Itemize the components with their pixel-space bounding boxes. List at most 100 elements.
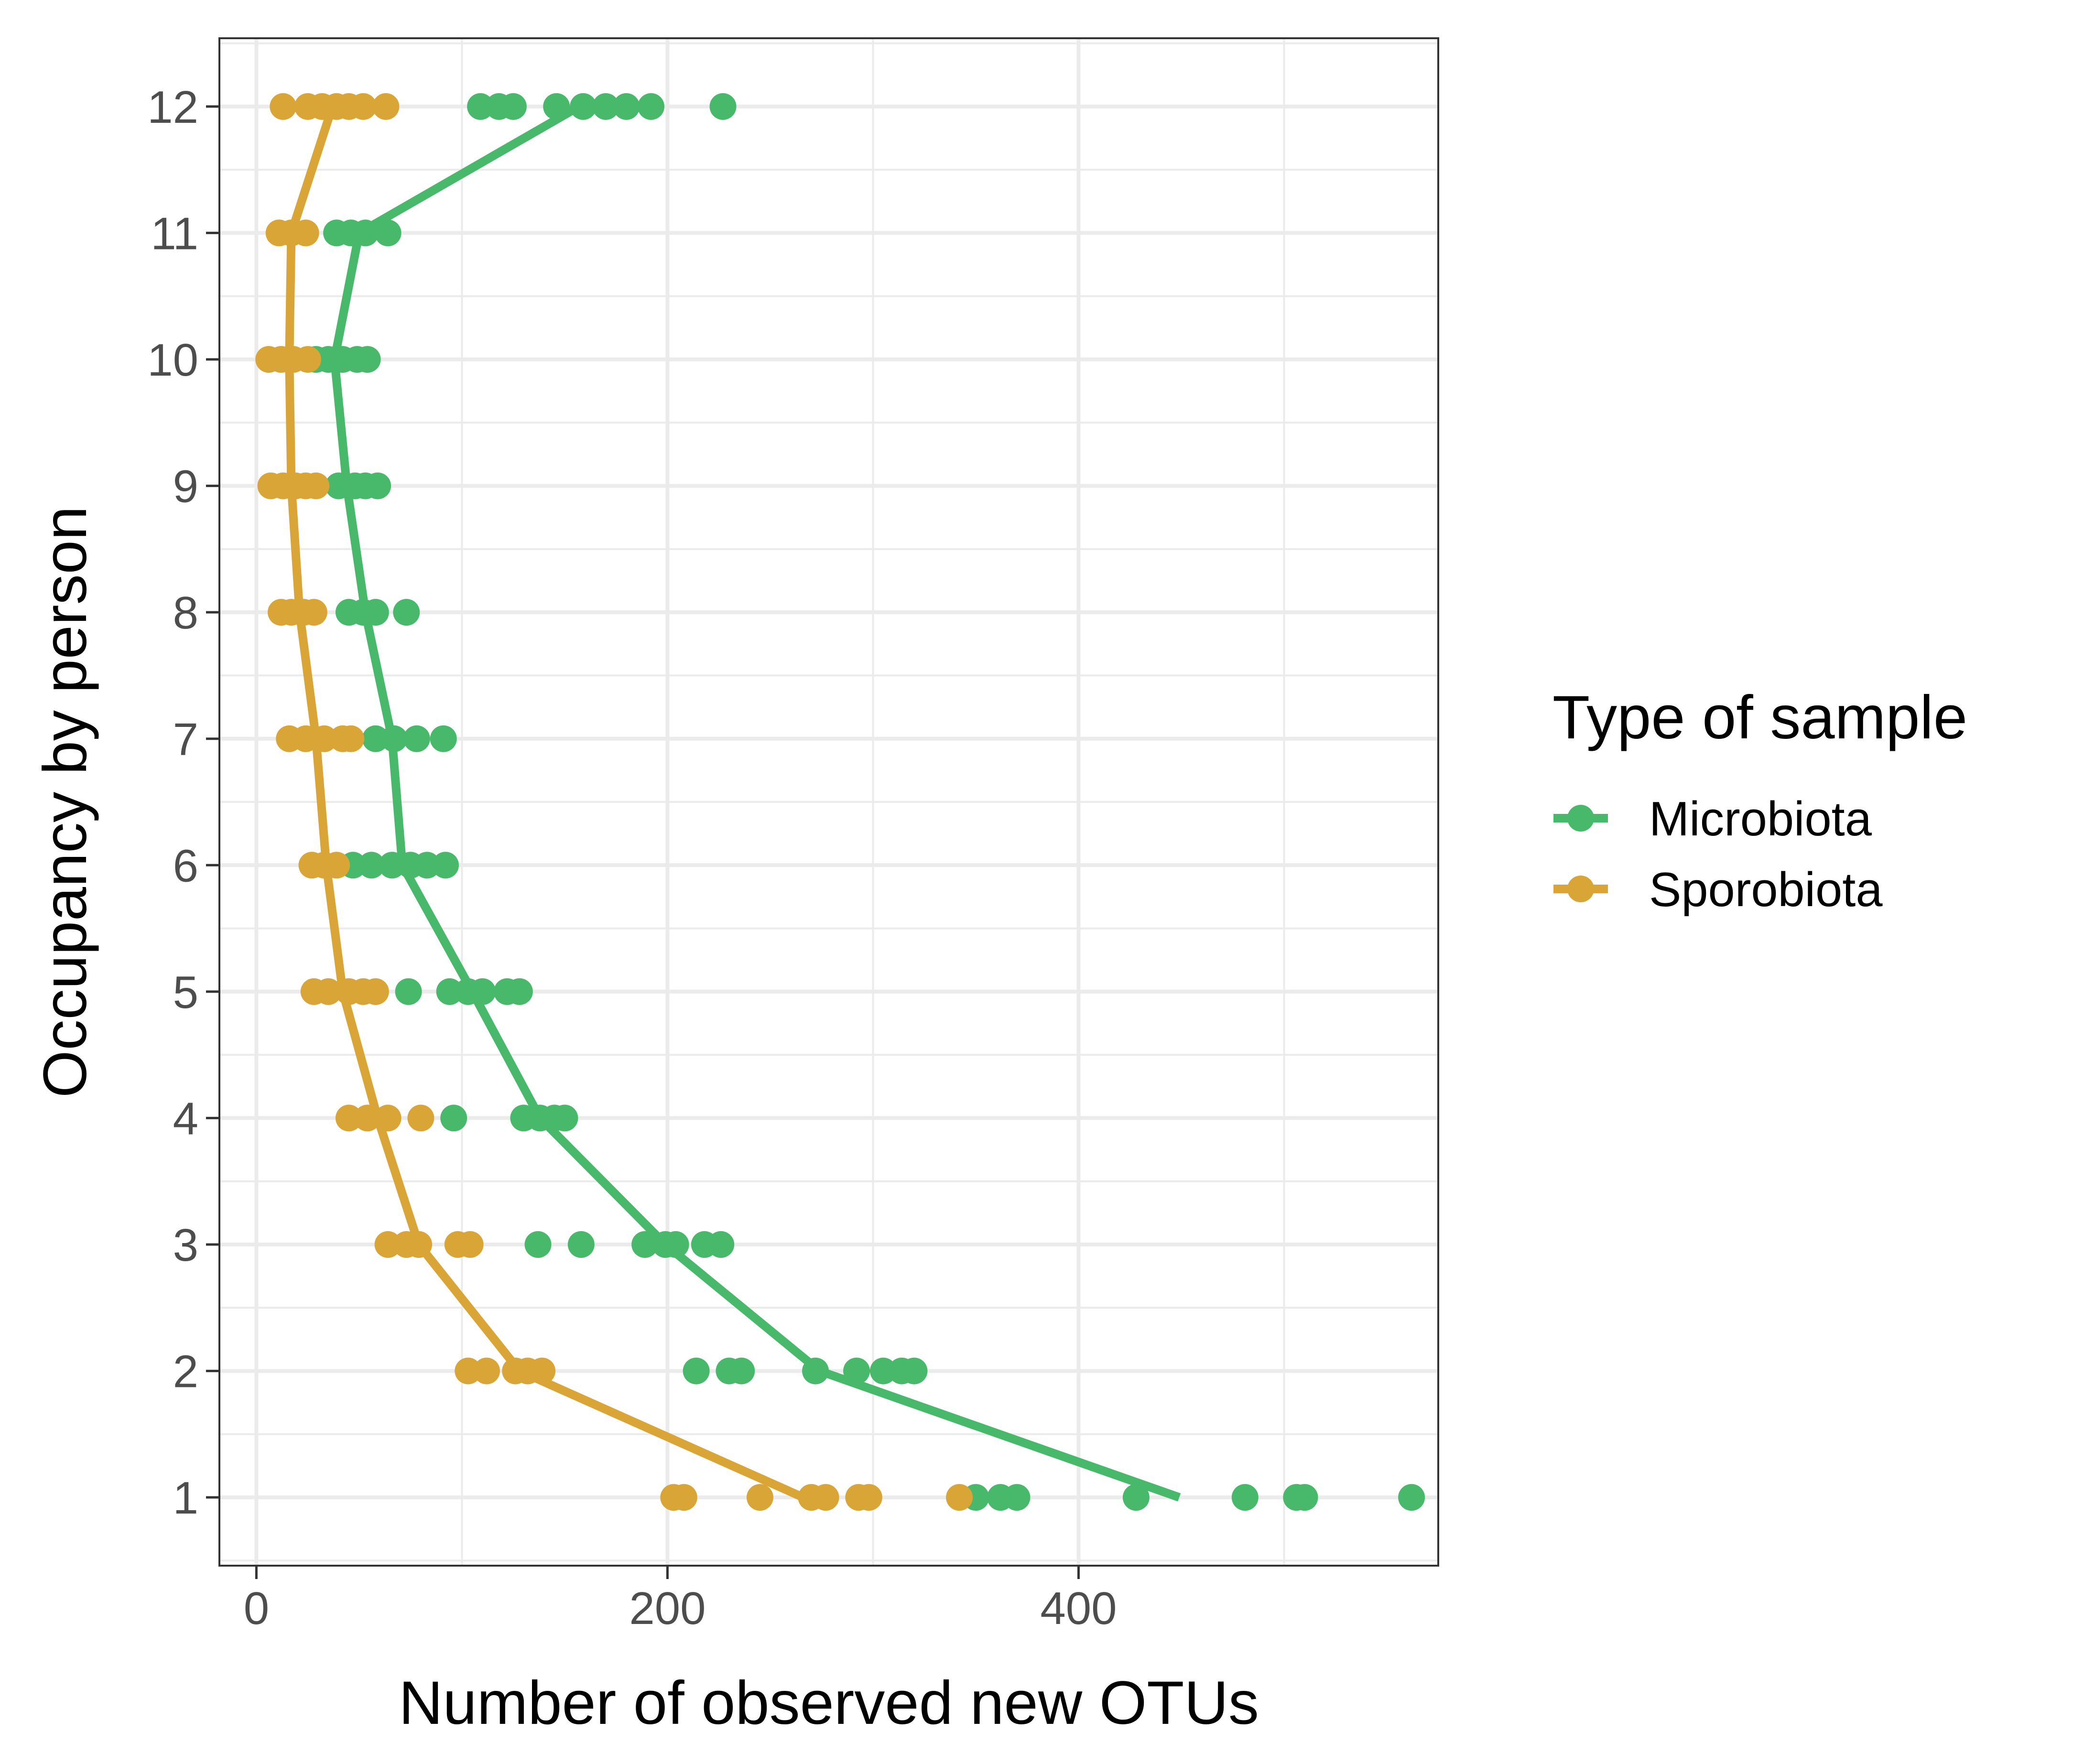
- data-point-microbiota: [469, 978, 496, 1005]
- y-axis-title: Occupancy by person: [31, 506, 99, 1098]
- data-point-microbiota: [1291, 1484, 1318, 1511]
- data-point-microbiota: [467, 93, 494, 120]
- data-point-sporobiota: [294, 346, 321, 373]
- trend-line-microbiota: [330, 103, 1181, 1502]
- x-axis-ticks: 0 200 400: [244, 1566, 1117, 1634]
- data-point-microbiota: [499, 93, 527, 120]
- data-point-sporobiota: [529, 1357, 556, 1385]
- data-point-microbiota: [432, 852, 459, 879]
- data-point-microbiota: [631, 1231, 659, 1258]
- x-tick-label: 400: [1040, 1583, 1117, 1634]
- x-axis-title: Number of observed new OTUs: [399, 1669, 1259, 1737]
- data-point-sporobiota: [407, 1104, 434, 1132]
- data-point-microbiota: [613, 93, 640, 120]
- data-point-microbiota: [379, 852, 406, 879]
- data-point-microbiota: [524, 1231, 552, 1258]
- data-point-microbiota: [570, 93, 597, 120]
- data-point-sporobiota: [354, 1104, 381, 1132]
- y-tick-label: 5: [173, 967, 198, 1018]
- data-point-microbiota: [1231, 1484, 1259, 1511]
- trend-line-sporobiota: [285, 105, 805, 1502]
- data-point-microbiota: [436, 978, 463, 1005]
- data-point-microbiota: [354, 346, 381, 373]
- legend-key-dot-sporobiota: [1567, 876, 1594, 902]
- data-point-sporobiota: [812, 1484, 839, 1511]
- y-tick-label: 10: [147, 335, 198, 386]
- y-tick-label: 11: [151, 208, 198, 259]
- data-point-microbiota: [374, 219, 402, 247]
- data-point-microbiota: [440, 1104, 467, 1132]
- legend: Type of sample Microbiota Sporobiota: [1552, 683, 1967, 917]
- y-tick-label: 3: [173, 1220, 198, 1271]
- data-point-microbiota: [802, 1357, 829, 1385]
- data-point-sporobiota: [292, 219, 319, 247]
- data-point-microbiota: [362, 599, 389, 626]
- data-point-microbiota: [358, 852, 385, 879]
- y-tick-label: 1: [173, 1472, 198, 1524]
- data-point-microbiota: [430, 725, 457, 752]
- data-point-microbiota: [869, 1357, 897, 1385]
- data-point-microbiota: [1003, 1484, 1031, 1511]
- data-point-sporobiota: [372, 93, 400, 120]
- data-point-sporobiota: [323, 852, 350, 879]
- y-tick-label: 12: [147, 82, 198, 133]
- y-tick-label: 6: [173, 840, 198, 891]
- x-tick-label: 0: [244, 1583, 269, 1634]
- legend-title: Type of sample: [1552, 683, 1967, 752]
- y-tick-label: 9: [173, 461, 198, 512]
- data-point-microbiota: [362, 725, 389, 752]
- data-point-sporobiota: [374, 1231, 402, 1258]
- data-point-sporobiota: [350, 93, 377, 120]
- data-point-sporobiota: [855, 1484, 882, 1511]
- data-point-microbiota: [364, 472, 391, 499]
- data-point-sporobiota: [335, 1104, 362, 1132]
- data-point-sporobiota: [946, 1484, 973, 1511]
- data-point-sporobiota: [746, 1484, 773, 1511]
- legend-label-microbiota: Microbiota: [1649, 792, 1872, 846]
- data-point-sporobiota: [311, 725, 338, 752]
- data-point-sporobiota: [315, 978, 342, 1005]
- data-point-sporobiota: [405, 1231, 433, 1258]
- data-point-microbiota: [567, 1231, 595, 1258]
- data-point-sporobiota: [270, 93, 297, 120]
- data-point-sporobiota: [455, 1357, 482, 1385]
- data-point-microbiota: [413, 852, 441, 879]
- data-point-microbiota: [506, 978, 533, 1005]
- data-point-microbiota: [380, 725, 408, 752]
- data-point-microbiota: [901, 1357, 928, 1385]
- data-point-microbiota: [709, 93, 737, 120]
- data-point-sporobiota: [374, 1104, 402, 1132]
- data-point-microbiota: [393, 599, 420, 626]
- x-tick-label: 200: [629, 1583, 706, 1634]
- data-point-microbiota: [403, 725, 430, 752]
- data-point-sporobiota: [670, 1484, 697, 1511]
- data-point-microbiota: [592, 93, 619, 120]
- data-point-sporobiota: [473, 1357, 500, 1385]
- y-tick-label: 7: [173, 714, 198, 765]
- legend-label-sporobiota: Sporobiota: [1649, 863, 1883, 917]
- data-point-sporobiota: [337, 725, 365, 752]
- data-point-sporobiota: [362, 978, 389, 1005]
- data-point-microbiota: [728, 1357, 755, 1385]
- legend-key-dot-microbiota: [1567, 805, 1594, 832]
- data-point-sporobiota: [303, 472, 330, 499]
- data-points: [255, 93, 1425, 1511]
- y-tick-label: 2: [173, 1346, 198, 1397]
- data-point-sporobiota: [292, 725, 319, 752]
- data-point-microbiota: [662, 1231, 689, 1258]
- legend-items: Microbiota Sporobiota: [1553, 792, 1883, 917]
- y-tick-label: 8: [173, 587, 198, 639]
- data-point-sporobiota: [300, 599, 327, 626]
- data-point-microbiota: [543, 93, 570, 120]
- data-point-microbiota: [707, 1231, 735, 1258]
- data-point-sporobiota: [456, 1231, 484, 1258]
- y-tick-label: 4: [173, 1093, 198, 1144]
- data-point-microbiota: [551, 1104, 578, 1132]
- data-point-microbiota: [638, 93, 665, 120]
- data-point-microbiota: [683, 1357, 710, 1385]
- data-point-microbiota: [843, 1357, 870, 1385]
- data-point-microbiota: [1122, 1484, 1150, 1511]
- data-point-microbiota: [395, 978, 422, 1005]
